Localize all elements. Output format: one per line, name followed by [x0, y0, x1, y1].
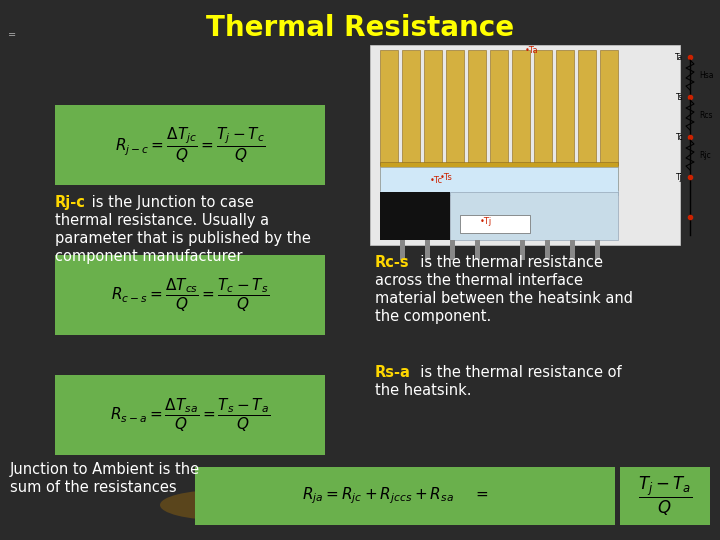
Text: Ts: Ts	[675, 92, 683, 102]
Bar	[370, 45, 680, 245]
Bar	[380, 167, 618, 195]
Bar	[545, 240, 550, 260]
Bar	[490, 50, 508, 165]
Bar	[450, 192, 618, 240]
Bar	[520, 240, 525, 260]
Text: Rj-c: Rj-c	[55, 195, 86, 210]
Text: Rc-s: Rc-s	[375, 255, 410, 270]
Bar	[620, 467, 710, 525]
Text: material between the heatsink and: material between the heatsink and	[375, 291, 633, 306]
Text: •Tj: •Tj	[480, 217, 492, 226]
Bar	[402, 50, 420, 165]
Text: is the thermal resistance: is the thermal resistance	[411, 255, 603, 270]
Text: is the Junction to case: is the Junction to case	[87, 195, 253, 210]
Text: component manufacturer: component manufacturer	[55, 249, 243, 264]
Bar	[534, 50, 552, 165]
Bar	[578, 50, 596, 165]
Bar	[600, 50, 618, 165]
Bar	[55, 255, 325, 335]
Text: sum of the resistances: sum of the resistances	[10, 480, 176, 495]
Text: •Ts: •Ts	[440, 173, 453, 182]
Bar	[570, 240, 575, 260]
Bar	[468, 50, 486, 165]
Text: $R_{ja}  =  R_{jc} + R_{jccs} + R_{sa}$    $=$: $R_{ja} = R_{jc} + R_{jccs} + R_{sa}$ $=…	[302, 485, 488, 507]
Text: Rjc: Rjc	[699, 151, 711, 159]
Bar	[424, 50, 442, 165]
Text: the heatsink.: the heatsink.	[375, 383, 472, 398]
Text: the component.: the component.	[375, 309, 491, 324]
Text: $\dfrac{T_j - T_a}{Q}$: $\dfrac{T_j - T_a}{Q}$	[638, 475, 692, 517]
Text: $R_{j-c} = \dfrac{\Delta T_{jc}}{Q} = \dfrac{T_j - T_c}{Q}$: $R_{j-c} = \dfrac{\Delta T_{jc}}{Q} = \d…	[114, 125, 265, 165]
Bar	[595, 240, 600, 260]
Bar	[425, 240, 430, 260]
Text: =: =	[8, 30, 16, 40]
Bar	[446, 50, 464, 165]
Text: $R_{s-a} = \dfrac{\Delta T_{sa}}{Q} = \dfrac{T_s - T_a}{Q}$: $R_{s-a} = \dfrac{\Delta T_{sa}}{Q} = \d…	[110, 396, 270, 434]
Text: •Tc: •Tc	[430, 176, 443, 185]
Bar	[55, 105, 325, 185]
Text: Rcs: Rcs	[699, 111, 713, 119]
Bar	[380, 192, 450, 240]
Text: •Ta: •Ta	[525, 46, 539, 55]
Bar	[475, 240, 480, 260]
Bar	[460, 215, 530, 233]
Bar	[55, 375, 325, 455]
Bar	[512, 50, 530, 165]
Text: $R_{c-s} = \dfrac{\Delta T_{cs}}{Q} = \dfrac{T_c - T_s}{Q}$: $R_{c-s} = \dfrac{\Delta T_{cs}}{Q} = \d…	[111, 276, 269, 314]
Text: Ta: Ta	[675, 52, 683, 62]
Text: Rs-a: Rs-a	[375, 365, 411, 380]
Text: is the thermal resistance of: is the thermal resistance of	[411, 365, 621, 380]
Text: Thermal Resistance: Thermal Resistance	[206, 14, 514, 42]
Text: Junction to Ambient is the: Junction to Ambient is the	[10, 462, 200, 477]
Text: parameter that is published by the: parameter that is published by the	[55, 231, 311, 246]
Bar	[450, 240, 455, 260]
Bar	[556, 50, 574, 165]
Bar	[400, 240, 405, 260]
Text: Tc: Tc	[675, 132, 683, 141]
Text: across the thermal interface: across the thermal interface	[375, 273, 583, 288]
Ellipse shape	[160, 490, 280, 520]
Bar	[380, 162, 618, 190]
Bar	[380, 50, 398, 165]
Bar	[195, 467, 615, 525]
Text: Hsa: Hsa	[699, 71, 714, 79]
Text: thermal resistance. Usually a: thermal resistance. Usually a	[55, 213, 269, 228]
Text: Tj: Tj	[676, 172, 683, 181]
